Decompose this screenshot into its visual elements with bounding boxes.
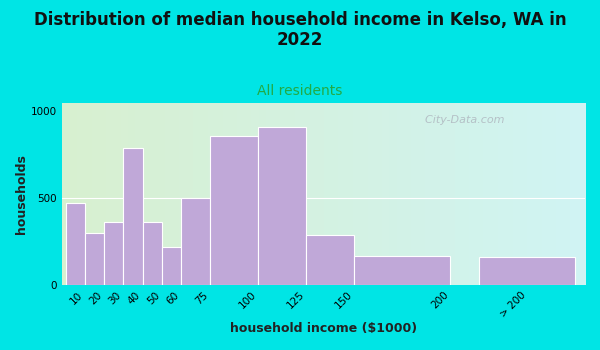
Bar (85, 233, 104, 285)
Bar (104, 222, 124, 285)
Bar (258, 127, 306, 285)
Bar (306, 234, 354, 285)
Text: Distribution of median household income in Kelso, WA in
2022: Distribution of median household income … (34, 10, 566, 49)
Bar (143, 222, 162, 285)
Y-axis label: households: households (15, 154, 28, 234)
Bar (479, 257, 575, 285)
Bar (65, 203, 85, 285)
Bar (210, 135, 258, 285)
Text: All residents: All residents (257, 84, 343, 98)
Bar (354, 256, 451, 285)
Text: City-Data.com: City-Data.com (418, 115, 504, 125)
X-axis label: household income ($1000): household income ($1000) (230, 322, 417, 335)
Bar (162, 247, 181, 285)
Bar (124, 148, 143, 285)
Bar (181, 198, 210, 285)
